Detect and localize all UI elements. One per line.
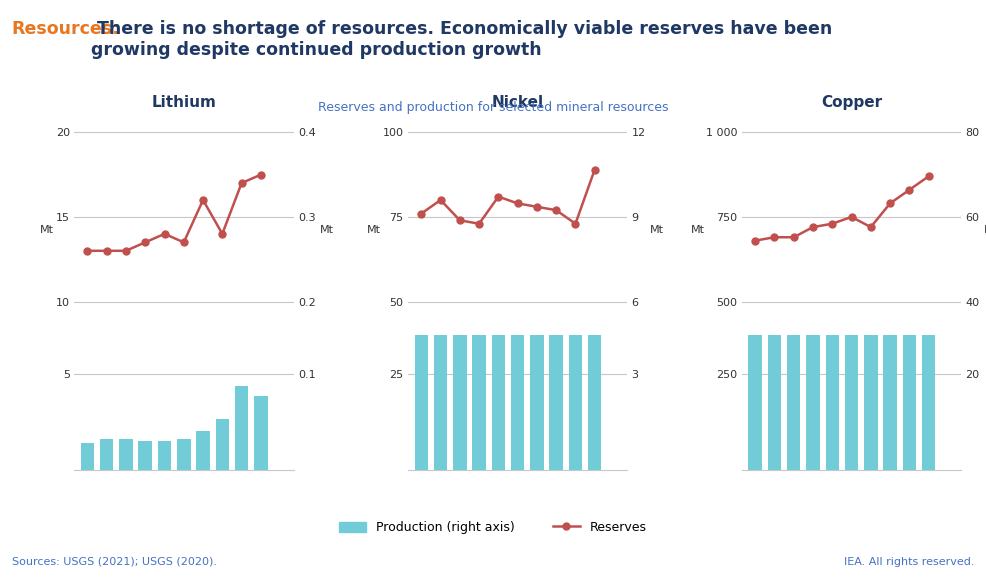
- Y-axis label: Mt: Mt: [368, 226, 382, 235]
- Text: There is no shortage of resources. Economically viable reserves have been
growin: There is no shortage of resources. Econo…: [91, 20, 832, 59]
- Bar: [434, 0, 448, 470]
- Bar: [235, 387, 248, 470]
- Bar: [588, 0, 601, 470]
- Text: Reserves and production for selected mineral resources: Reserves and production for selected min…: [317, 101, 669, 114]
- Bar: [158, 441, 172, 470]
- Bar: [922, 0, 936, 470]
- Bar: [569, 0, 582, 470]
- Bar: [414, 0, 428, 470]
- Bar: [549, 0, 563, 470]
- Legend: Production (right axis), Reserves: Production (right axis), Reserves: [334, 516, 652, 539]
- Text: Sources: USGS (2021); USGS (2020).: Sources: USGS (2021); USGS (2020).: [12, 557, 217, 567]
- Y-axis label: Mt: Mt: [40, 226, 54, 235]
- Bar: [472, 0, 486, 470]
- Title: Copper: Copper: [821, 95, 882, 110]
- Y-axis label: Mt: Mt: [319, 226, 333, 235]
- Y-axis label: Mt: Mt: [984, 226, 986, 235]
- Bar: [807, 0, 819, 470]
- Bar: [81, 443, 95, 470]
- Title: Lithium: Lithium: [151, 95, 216, 110]
- Bar: [825, 0, 839, 470]
- Text: Resources:: Resources:: [12, 20, 120, 38]
- Bar: [196, 431, 210, 470]
- Text: IEA. All rights reserved.: IEA. All rights reserved.: [844, 557, 974, 567]
- Bar: [787, 0, 801, 470]
- Bar: [492, 0, 505, 470]
- Y-axis label: Mt: Mt: [650, 226, 664, 235]
- Bar: [530, 0, 543, 470]
- Title: Nickel: Nickel: [492, 95, 543, 110]
- Bar: [216, 419, 229, 470]
- Bar: [511, 0, 525, 470]
- Bar: [748, 0, 762, 470]
- Bar: [864, 0, 878, 470]
- Bar: [138, 441, 152, 470]
- Bar: [254, 396, 267, 470]
- Bar: [454, 0, 466, 470]
- Bar: [119, 440, 133, 470]
- Bar: [845, 0, 858, 470]
- Bar: [883, 0, 897, 470]
- Bar: [100, 440, 113, 470]
- Bar: [768, 0, 781, 470]
- Bar: [902, 0, 916, 470]
- Y-axis label: Mt: Mt: [691, 226, 705, 235]
- Bar: [177, 440, 190, 470]
